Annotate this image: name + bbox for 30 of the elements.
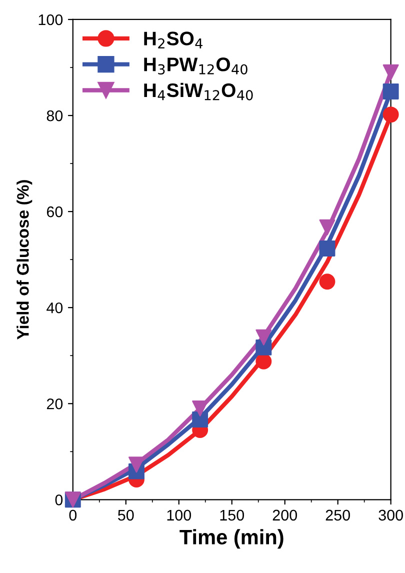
x-tick-label: 150 (220, 510, 244, 521)
legend-label: H$_{4}$SiW$_{12}$O$_{40}$ (144, 82, 253, 100)
y-tick-label: 40 (46, 302, 63, 314)
y-axis-title: Yield of Glucose (%) (16, 180, 32, 340)
point (319, 219, 336, 236)
y-tick-label: 0 (55, 494, 63, 506)
point (382, 106, 399, 123)
x-tick-label: 0 (69, 510, 77, 521)
y-tick-label: 100 (38, 14, 63, 26)
point (319, 240, 336, 257)
point (192, 400, 208, 416)
point (256, 339, 272, 356)
point (319, 274, 336, 290)
x-tick-label: 50 (118, 510, 134, 521)
y-tick-label: 20 (46, 398, 63, 410)
x-tick-label: 200 (272, 510, 297, 521)
x-tick-label: 250 (326, 510, 350, 521)
x-tick-label: 300 (378, 510, 403, 521)
x-tick-label: 100 (167, 510, 192, 521)
point (256, 329, 272, 346)
y-tick-label: 60 (46, 206, 63, 218)
point (192, 411, 208, 428)
y-tick-label: 80 (46, 110, 63, 122)
point (382, 84, 399, 100)
x-axis-title: Time (min) (180, 529, 284, 549)
legend-label: H$_{3}$PW$_{12}$O$_{40}$ (144, 58, 248, 74)
point (128, 456, 144, 473)
point (382, 64, 399, 80)
point (256, 353, 272, 370)
legend-label: H$_{2}$SO$_{4}$ (144, 32, 202, 48)
